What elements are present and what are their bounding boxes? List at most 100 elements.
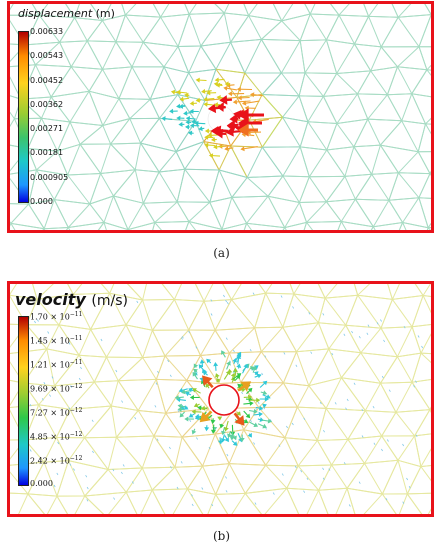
mesh-edge	[395, 411, 415, 437]
mesh-edge	[41, 96, 52, 119]
velocity-vector-small	[120, 471, 123, 475]
mesh-edge	[338, 14, 369, 17]
mesh-edge	[309, 4, 316, 15]
mesh-edge	[218, 169, 233, 198]
mesh-edge	[303, 222, 308, 230]
mesh-edge	[174, 299, 205, 302]
mesh-edge	[54, 354, 80, 387]
displacement-vector	[178, 121, 185, 127]
mesh-edge	[398, 222, 404, 230]
velocity-vector-small	[303, 490, 306, 493]
mesh-edge	[188, 72, 206, 101]
velocity-vector-small	[278, 444, 281, 447]
mesh-edge	[304, 72, 324, 97]
mesh-edge	[345, 324, 362, 354]
mesh-edge	[115, 41, 133, 68]
mesh-edge	[325, 14, 340, 41]
mesh-edge	[110, 380, 119, 407]
mesh-edge	[398, 14, 431, 18]
caption-b: (b)	[212, 529, 231, 543]
mesh-edge	[258, 284, 267, 294]
mesh-edge	[411, 93, 431, 98]
mesh-edge	[188, 45, 202, 74]
mesh-edge	[282, 227, 286, 230]
mesh-edge	[325, 39, 338, 74]
velocity-vector	[179, 411, 186, 418]
mesh-edge	[231, 493, 246, 514]
mesh-edge	[220, 229, 223, 230]
mesh-edge	[43, 460, 69, 463]
mesh-edge	[44, 227, 69, 230]
velocity-vector-small	[291, 422, 294, 426]
mesh-edge	[59, 40, 88, 43]
mesh-edge	[74, 17, 88, 42]
mesh-edge	[140, 118, 160, 144]
mesh-edge	[296, 406, 318, 441]
mesh-edge	[420, 466, 431, 482]
mesh-edge	[125, 299, 144, 326]
mesh-edge	[304, 39, 327, 74]
velocity-vector-small	[226, 301, 229, 305]
velocity-vector-small	[417, 335, 420, 338]
mesh-edge	[10, 203, 29, 224]
mesh-edge	[188, 4, 197, 15]
velocity-tick-exponent: −11	[69, 359, 83, 366]
mesh-edge	[325, 294, 358, 299]
mesh-edge	[282, 175, 300, 203]
velocity-vector-small	[281, 473, 284, 476]
velocity-vector	[259, 396, 269, 402]
mesh-edge	[224, 12, 249, 17]
mesh-edge	[402, 197, 420, 223]
mesh-edge	[397, 46, 420, 68]
mesh-edge	[228, 429, 245, 464]
mesh-edge	[46, 324, 60, 350]
displacement-vector	[219, 95, 232, 105]
mesh-edge	[346, 463, 365, 489]
mesh-edge	[131, 66, 151, 100]
velocity-tick-mantissa: 9.69	[30, 384, 48, 394]
velocity-vector-small	[381, 375, 384, 379]
mesh-edge	[268, 195, 300, 203]
mesh-edge	[324, 284, 338, 299]
mesh-edge	[115, 14, 126, 42]
mesh-edge	[425, 117, 431, 125]
mesh-edge	[293, 284, 301, 295]
mesh-edge	[326, 407, 366, 412]
velocity-vector-small	[73, 468, 75, 471]
mesh-edge	[78, 329, 92, 356]
displacement-vector	[225, 127, 241, 137]
mesh-edge	[10, 95, 22, 100]
mesh-edge	[152, 488, 188, 491]
velocity-vector-small	[86, 499, 89, 502]
displacement-vector	[207, 132, 219, 138]
mesh-edge	[10, 294, 38, 300]
velocity-vector	[257, 423, 267, 429]
displacement-title-variable: displacement	[18, 7, 93, 20]
mesh-edge	[36, 284, 54, 300]
mesh-edge	[218, 169, 248, 178]
mesh-edge	[325, 176, 346, 202]
velocity-vector-small	[229, 360, 232, 363]
mesh-edge	[380, 46, 398, 68]
velocity-vector-small	[92, 450, 94, 454]
mesh-edge	[185, 221, 190, 230]
velocity-vector	[246, 387, 253, 395]
mesh-edge	[25, 41, 60, 46]
mesh-edge	[282, 227, 286, 230]
mesh-edge	[38, 385, 55, 406]
velocity-vector	[204, 425, 210, 432]
displacement-vector	[224, 81, 231, 87]
mesh-edge	[396, 326, 413, 357]
mesh-edge	[127, 222, 155, 230]
mesh-edge	[58, 294, 74, 326]
mesh-edge	[143, 41, 179, 47]
mesh-edge	[138, 410, 166, 414]
mesh-edge	[420, 465, 431, 468]
displacement-vector	[229, 113, 239, 124]
mesh-edge	[364, 382, 381, 411]
mesh-edge	[127, 284, 143, 301]
velocity-vector	[239, 434, 245, 442]
mesh-edge	[70, 66, 90, 92]
displacement-vector	[169, 108, 178, 114]
mesh-edge	[101, 20, 117, 43]
